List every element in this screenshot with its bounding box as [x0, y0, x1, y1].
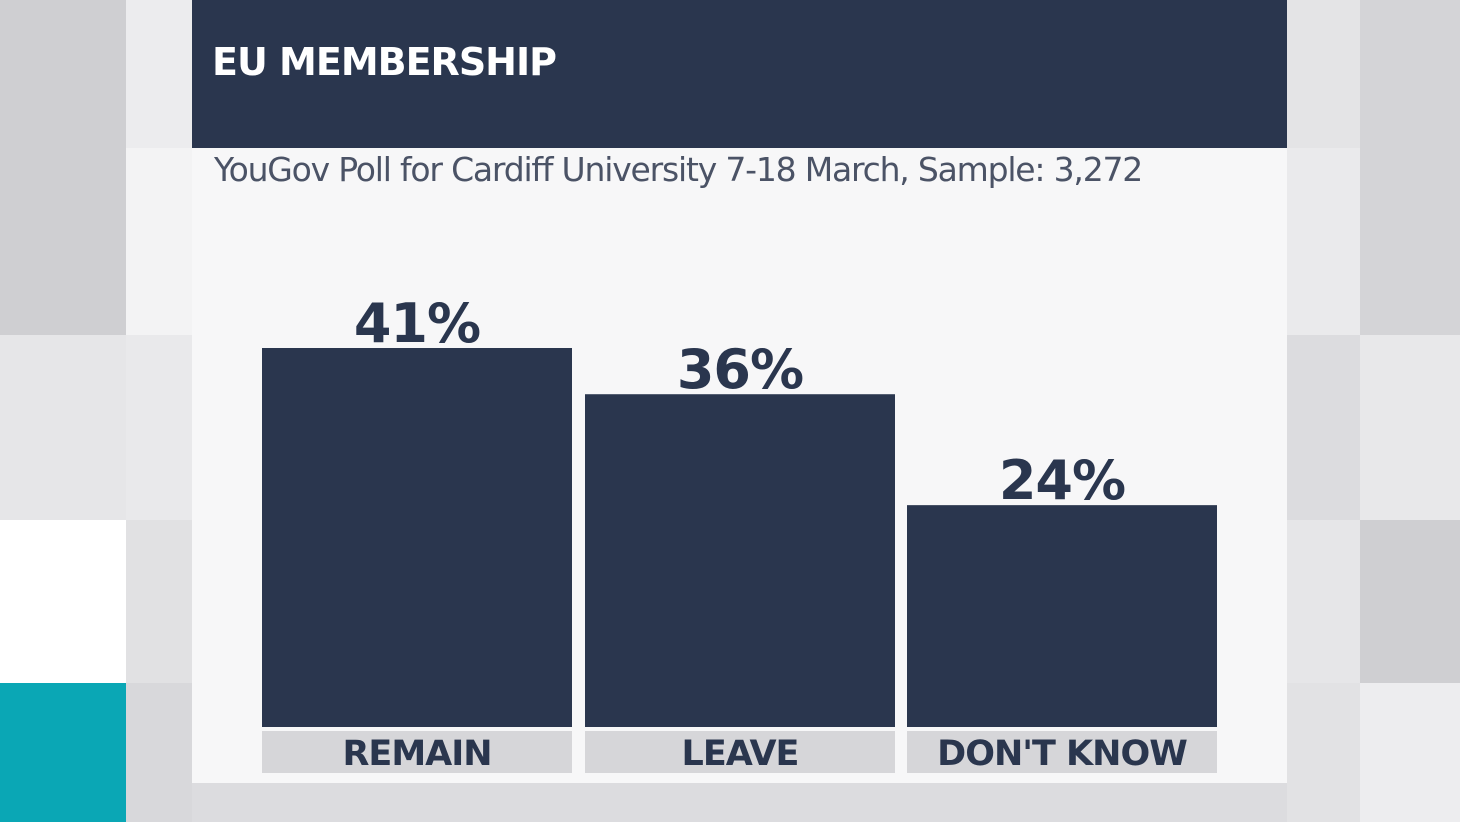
- bg-tile: [192, 783, 1287, 822]
- value-label: 41%: [354, 292, 480, 355]
- chart-subtitle: YouGov Poll for Cardiff University 7-18 …: [214, 150, 1143, 189]
- bg-tile: [0, 335, 126, 520]
- value-label: 36%: [677, 338, 803, 401]
- chart-title: EU MEMBERSHIP: [212, 40, 557, 84]
- bg-tile: [1360, 683, 1460, 822]
- bg-accent-tile: [0, 683, 126, 822]
- bg-tile: [1287, 683, 1360, 822]
- bg-tile: [1360, 520, 1460, 683]
- bg-tile: [126, 148, 192, 335]
- bg-tile: [126, 683, 192, 822]
- bg-tile: [126, 0, 192, 148]
- category-box: [262, 731, 572, 773]
- bg-tile: [1360, 0, 1460, 335]
- bg-tile: [1287, 148, 1360, 335]
- bg-tile: [0, 520, 126, 683]
- bg-tile: [1287, 0, 1360, 148]
- category-box: [585, 731, 895, 773]
- bar-0: [262, 348, 572, 727]
- bar-1: [585, 394, 895, 727]
- category-label: DON'T KNOW: [937, 734, 1187, 774]
- category-label: LEAVE: [682, 734, 799, 774]
- category-box: [907, 731, 1217, 773]
- bg-tile: [126, 520, 192, 683]
- value-label: 24%: [999, 449, 1125, 512]
- bg-tile: [126, 335, 192, 520]
- bg-tile: [1287, 520, 1360, 683]
- header-bar: [192, 0, 1287, 148]
- bg-tile: [1287, 335, 1360, 520]
- category-label: REMAIN: [342, 734, 491, 774]
- bg-tile: [0, 0, 126, 335]
- bar-2: [907, 505, 1217, 727]
- bg-tile: [1360, 335, 1460, 520]
